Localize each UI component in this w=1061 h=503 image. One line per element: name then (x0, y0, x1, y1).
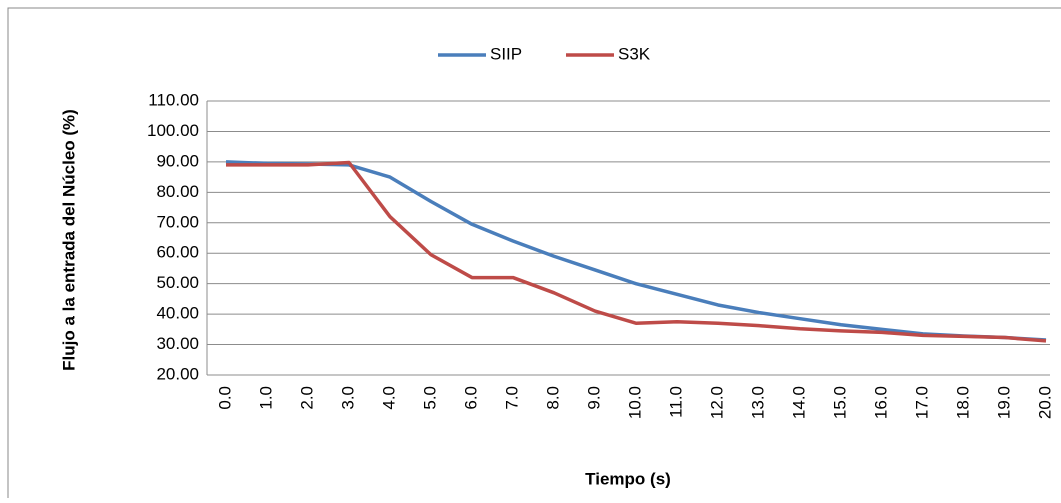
y-tick-label: 60.00 (156, 243, 199, 262)
x-tick-label: 13.0 (748, 386, 767, 419)
y-tick-label: 110.00 (148, 90, 199, 109)
chart-frame (7, 7, 1061, 503)
x-tick-label: 20.0 (1035, 386, 1054, 419)
x-tick-label: 3.0 (338, 386, 357, 410)
legend-label: SIIP (490, 44, 522, 63)
x-tick-label: 0.0 (215, 386, 234, 410)
x-tick-label: 19.0 (994, 386, 1013, 419)
x-tick-label: 8.0 (543, 386, 562, 410)
x-tick-label: 2.0 (297, 386, 316, 410)
x-tick-label: 10.0 (625, 386, 644, 419)
x-tick-label: 18.0 (953, 386, 972, 419)
x-tick-label: 1.0 (256, 386, 275, 410)
y-tick-label: 70.00 (156, 212, 199, 231)
x-axis-label: Tiempo (s) (585, 469, 671, 488)
series-line (225, 160, 1047, 342)
x-tick-label: 9.0 (584, 386, 603, 410)
y-tick-label: 80.00 (156, 182, 199, 201)
x-tick-label: 11.0 (666, 386, 685, 418)
x-tick-label: 4.0 (379, 386, 398, 410)
y-tick-label: 90.00 (156, 151, 199, 170)
y-tick-label: 100.00 (147, 121, 199, 140)
x-tick-label: 6.0 (461, 386, 480, 410)
x-tick-label: 7.0 (502, 386, 521, 410)
x-tick-label: 14.0 (789, 386, 808, 419)
x-tick-label: 17.0 (912, 386, 931, 419)
x-tick-label: 12.0 (707, 386, 726, 419)
series-line (226, 160, 1047, 343)
y-tick-label: 30.00 (156, 334, 199, 353)
x-tick-label: 16.0 (871, 386, 890, 419)
y-axis-label: Flujo a la entrada del Núcleo (%) (59, 109, 78, 371)
y-tick-label: 40.00 (156, 304, 199, 323)
legend-label: S3K (618, 44, 651, 63)
x-tick-label: 5.0 (420, 386, 439, 410)
y-tick-label: 20.00 (156, 364, 199, 383)
y-tick-label: 50.00 (156, 273, 199, 292)
x-tick-label: 15.0 (830, 386, 849, 419)
